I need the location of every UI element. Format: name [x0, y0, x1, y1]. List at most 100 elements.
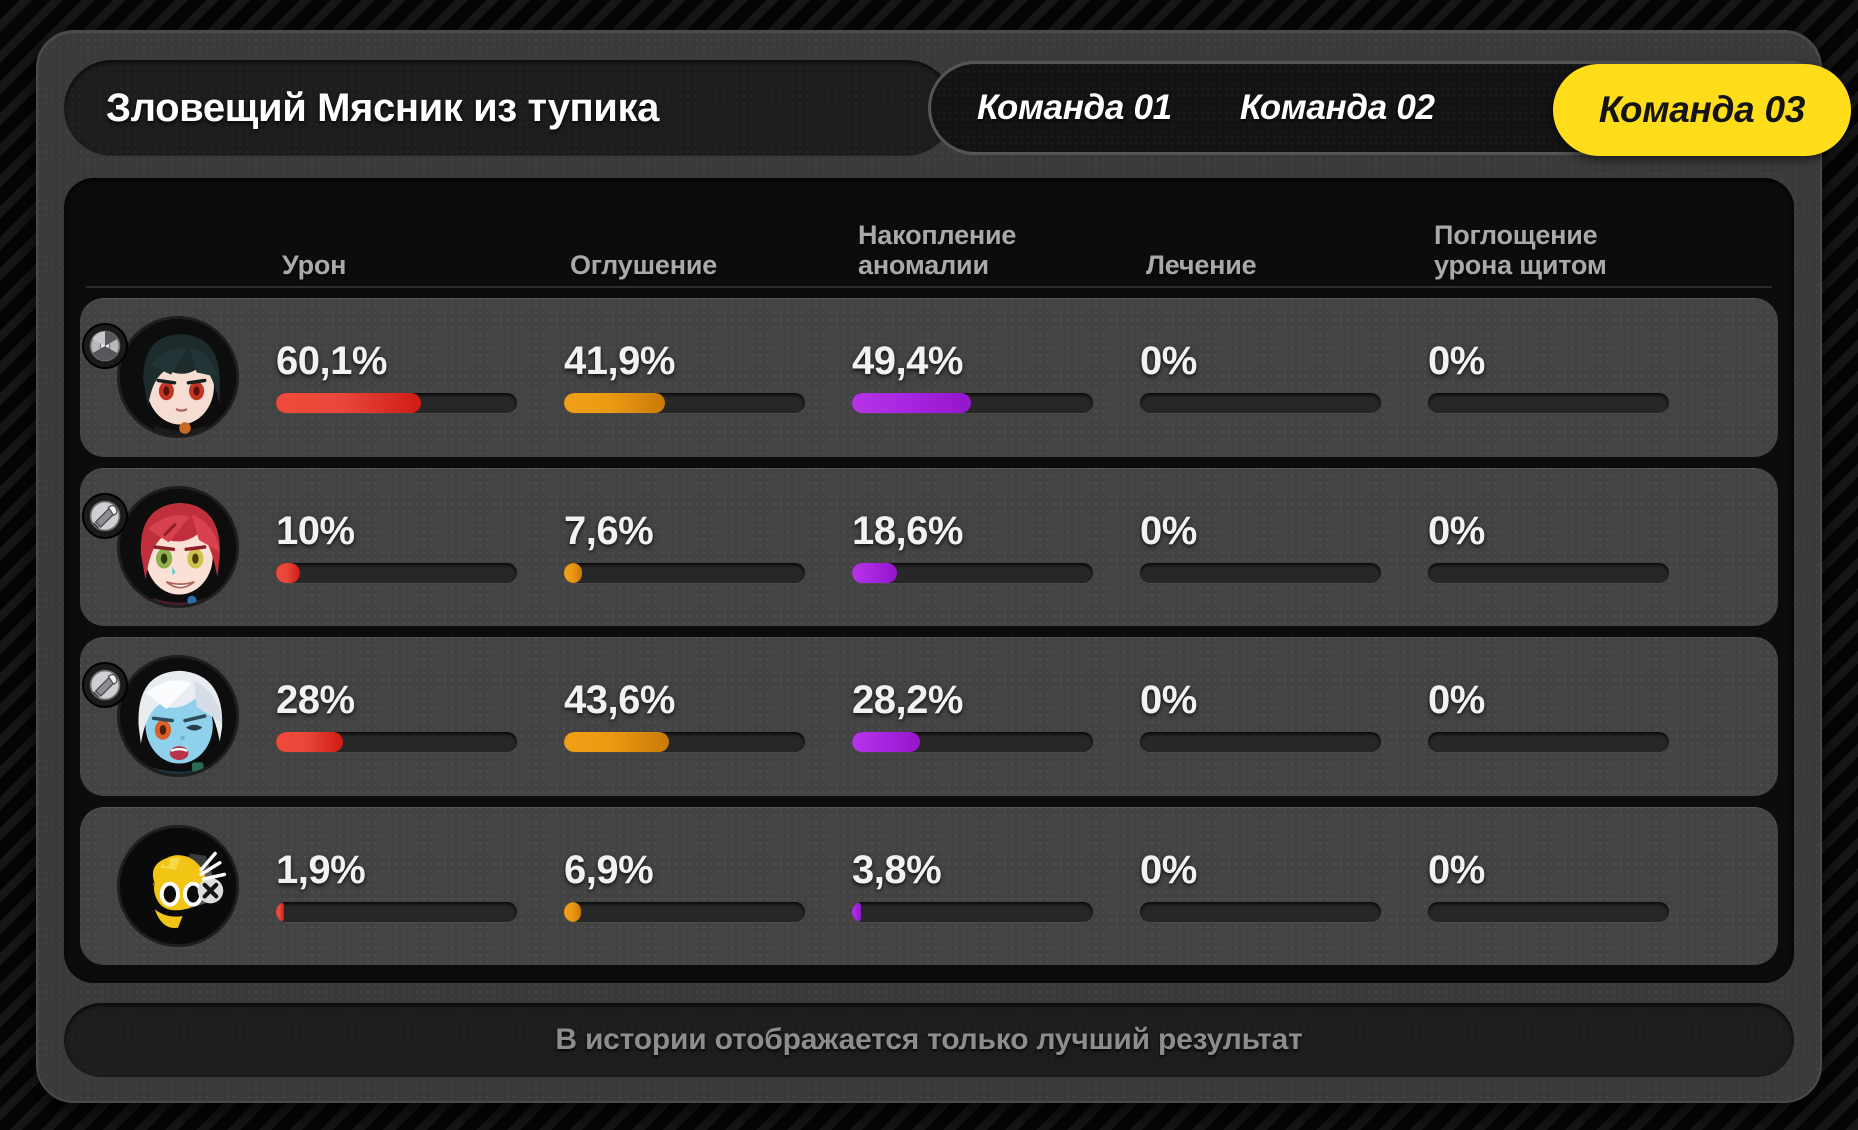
- stat-bar-fill-anomaly: [852, 393, 972, 414]
- avatar[interactable]: [120, 488, 236, 605]
- stat-cell-heal: 0%: [1140, 850, 1428, 922]
- stat-bar-track-shield: [1428, 562, 1669, 583]
- stat-bar-track-heal: [1140, 562, 1381, 583]
- stat-bar-track-anomaly: [852, 393, 1093, 414]
- stat-cell-stun: 6,9%: [564, 850, 852, 922]
- stat-cell-shield: 0%: [1428, 511, 1716, 583]
- stat-cell-shield: 0%: [1428, 850, 1716, 922]
- stat-bar-track-damage: [276, 562, 517, 583]
- table-body: 60,1% 41,9% 49,4% 0% 0% 10% 7,6% 18,6% 0% 0%: [80, 298, 1778, 965]
- stat-value-shield: 0%: [1428, 508, 1485, 553]
- stat-bar-fill-damage: [276, 393, 421, 414]
- stat-cell-anomaly: 18,6%: [852, 511, 1140, 583]
- stat-cell-heal: 0%: [1140, 339, 1428, 414]
- result-panel: Зловещий Мясник из тупика Команда 01 Ком…: [36, 30, 1851, 1103]
- page-title: Зловещий Мясник из тупика: [106, 85, 659, 130]
- stat-bar-fill-stun: [564, 562, 583, 583]
- stat-bar-track-stun: [564, 562, 805, 583]
- column-header-damage: Урон: [282, 249, 347, 280]
- stat-bar-fill-stun: [564, 732, 670, 753]
- stat-bar-fill-anomaly: [852, 562, 897, 583]
- team-tabs: Команда 01 Команда 02 Команда 03: [928, 61, 1851, 156]
- avatar-cell: [80, 319, 276, 436]
- stat-value-damage: 60,1%: [276, 339, 387, 384]
- stat-bar-track-heal: [1140, 732, 1381, 753]
- stat-value-damage: 1,9%: [276, 847, 366, 892]
- stat-bar-fill-damage: [276, 562, 301, 583]
- stats-panel: Урон Оглушение Накопление аномалии Лечен…: [64, 178, 1794, 983]
- stat-value-anomaly: 49,4%: [852, 339, 963, 384]
- footer-note: В истории отображается только лучший рез…: [64, 1003, 1794, 1077]
- stat-bar-fill-stun: [564, 393, 665, 414]
- column-header-stun: Оглушение: [570, 249, 718, 280]
- stat-value-heal: 0%: [1140, 847, 1197, 892]
- table-row[interactable]: 1,9% 6,9% 3,8% 0% 0%: [80, 806, 1778, 965]
- stat-bar-track-stun: [564, 732, 805, 753]
- stat-cell-anomaly: 49,4%: [852, 339, 1140, 414]
- stat-value-anomaly: 3,8%: [852, 847, 942, 892]
- column-header-shield: Поглощение урона щитом: [1434, 219, 1607, 280]
- stat-value-shield: 0%: [1428, 339, 1485, 384]
- stat-bar-track-damage: [276, 901, 517, 922]
- stat-bar-track-shield: [1428, 732, 1669, 753]
- tab-team-02[interactable]: Команда 02: [1239, 88, 1435, 127]
- header-bar: Зловещий Мясник из тупика Команда 01 Ком…: [64, 60, 1851, 156]
- stat-bar-track-shield: [1428, 393, 1669, 414]
- stat-bar-track-damage: [276, 732, 517, 753]
- stat-bar-track-anomaly: [852, 732, 1093, 753]
- avatar-cell: [80, 488, 276, 605]
- stat-bar-fill-stun: [564, 901, 581, 922]
- stat-cell-anomaly: 3,8%: [852, 850, 1140, 922]
- stat-cell-stun: 43,6%: [564, 680, 852, 753]
- table-row[interactable]: 28% 43,6% 28,2% 0% 0%: [80, 637, 1778, 796]
- stat-bar-fill-damage: [276, 901, 284, 922]
- stat-bar-track-stun: [564, 901, 805, 922]
- footer-note-text: В истории отображается только лучший рез…: [555, 1023, 1303, 1056]
- table-row[interactable]: 60,1% 41,9% 49,4% 0% 0%: [80, 298, 1778, 457]
- avatar[interactable]: [120, 658, 236, 775]
- stat-value-damage: 10%: [276, 508, 355, 553]
- avatar-cell: [80, 827, 276, 944]
- stat-value-heal: 0%: [1140, 508, 1197, 553]
- stat-cell-heal: 0%: [1140, 511, 1428, 583]
- stat-bar-fill-damage: [276, 732, 344, 753]
- stat-bar-track-heal: [1140, 393, 1381, 414]
- stat-cell-shield: 0%: [1428, 678, 1716, 753]
- stat-cell-heal: 0%: [1140, 678, 1428, 753]
- stat-bar-track-anomaly: [852, 901, 1093, 922]
- column-header-heal: Лечение: [1146, 249, 1257, 280]
- stat-value-stun: 7,6%: [564, 508, 654, 553]
- stat-bar-fill-anomaly: [852, 901, 862, 922]
- stat-value-stun: 6,9%: [564, 847, 654, 892]
- stat-bar-track-stun: [564, 393, 805, 414]
- physical-icon: [82, 492, 128, 539]
- stat-cell-anomaly: 28,2%: [852, 678, 1140, 753]
- tab-team-01[interactable]: Команда 01: [977, 88, 1172, 127]
- ether-icon: [82, 323, 128, 370]
- stat-value-stun: 41,9%: [564, 339, 675, 384]
- stat-value-heal: 0%: [1140, 678, 1197, 723]
- match-title-pill: Зловещий Мясник из тупика: [64, 60, 954, 156]
- stat-cell-stun: 7,6%: [564, 511, 852, 583]
- table-header-row: Урон Оглушение Накопление аномалии Лечен…: [86, 192, 1772, 288]
- stat-value-shield: 0%: [1428, 678, 1485, 723]
- stat-cell-damage: 10%: [276, 511, 564, 583]
- physical-icon: [82, 662, 128, 709]
- table-row[interactable]: 10% 7,6% 18,6% 0% 0%: [80, 467, 1778, 626]
- stat-bar-track-anomaly: [852, 562, 1093, 583]
- stat-value-anomaly: 18,6%: [852, 508, 963, 553]
- stat-cell-stun: 41,9%: [564, 339, 852, 414]
- stat-cell-damage: 28%: [276, 678, 564, 753]
- avatar[interactable]: [120, 319, 236, 436]
- stat-value-damage: 28%: [276, 678, 355, 723]
- avatar-cell: [80, 658, 276, 775]
- stat-value-anomaly: 28,2%: [852, 678, 963, 723]
- stat-cell-damage: 60,1%: [276, 339, 564, 414]
- stat-bar-track-damage: [276, 393, 517, 414]
- stat-value-heal: 0%: [1140, 339, 1197, 384]
- tab-team-03[interactable]: Команда 03: [1552, 64, 1851, 156]
- column-header-anomaly: Накопление аномалии: [858, 219, 1017, 280]
- stat-value-shield: 0%: [1428, 847, 1485, 892]
- avatar[interactable]: [120, 827, 236, 944]
- stat-bar-fill-anomaly: [852, 732, 920, 753]
